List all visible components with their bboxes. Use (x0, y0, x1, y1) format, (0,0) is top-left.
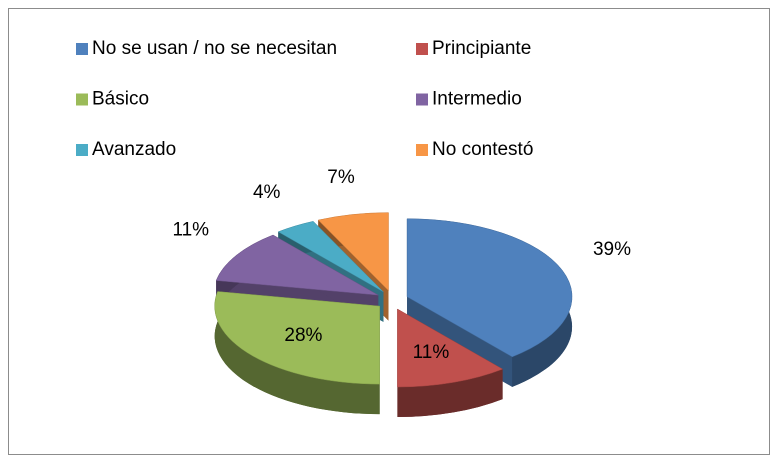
legend-swatch (76, 144, 88, 156)
legend-label: Principiante (432, 38, 531, 59)
slice (214, 291, 380, 385)
legend-swatch (76, 93, 88, 106)
legend-swatch (76, 43, 88, 55)
slice (215, 234, 379, 296)
data-label: 28% (284, 325, 322, 346)
data-label: 7% (327, 167, 355, 188)
slice (406, 218, 573, 358)
data-label: 11% (413, 342, 450, 363)
legend-label: Avanzado (92, 139, 176, 160)
slice-side (397, 369, 503, 418)
legend-label: No se usan / no se necesitan (92, 38, 337, 59)
slice (317, 212, 389, 292)
legend-swatch (416, 43, 428, 55)
slice (397, 308, 504, 388)
legend-swatch (416, 93, 428, 106)
data-label: 4% (253, 182, 281, 203)
chart-border (8, 8, 770, 455)
legend-label: No contestó (432, 139, 533, 160)
legend-swatch (416, 144, 428, 156)
slice (277, 221, 384, 293)
legend-label: Básico (92, 89, 149, 110)
data-label: 11% (172, 220, 209, 241)
slice-side (214, 291, 380, 415)
data-label: 39% (593, 239, 631, 260)
legend-label: Intermedio (432, 89, 522, 110)
